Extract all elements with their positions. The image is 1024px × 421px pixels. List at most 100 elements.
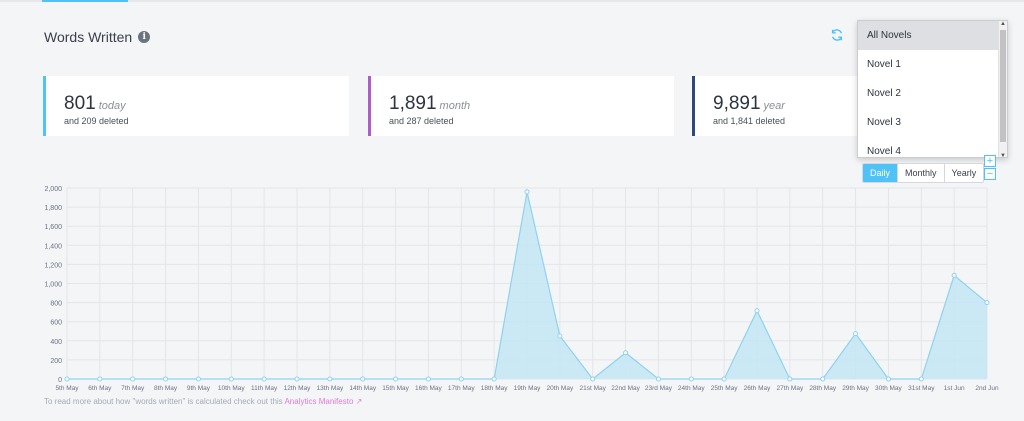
scroll-down-icon[interactable]: ▼ — [1000, 153, 1006, 158]
x-tick-label: 9th May — [187, 385, 211, 392]
dropdown-option-novel-2[interactable]: Novel 2 — [867, 88, 901, 99]
data-point — [721, 376, 727, 382]
range-toggle: Daily Monthly Yearly — [862, 163, 985, 183]
y-tick-label: 600 — [50, 320, 62, 327]
data-point — [688, 376, 694, 382]
stat-deleted: and 287 deleted — [389, 116, 454, 126]
data-point — [524, 189, 530, 195]
x-tick-label: 17th May — [448, 385, 475, 392]
range-monthly-button[interactable]: Monthly — [897, 164, 944, 182]
x-tick-label: 2nd Jun — [975, 385, 999, 392]
data-point — [820, 376, 826, 382]
data-point — [163, 376, 169, 382]
x-tick-label: 13th May — [316, 385, 343, 392]
x-tick-label: 5th May — [55, 385, 79, 392]
stat-deleted: and 209 deleted — [64, 116, 129, 126]
active-tab-indicator — [42, 0, 128, 2]
data-point — [228, 376, 234, 382]
scroll-up-icon[interactable]: ▲ — [1000, 21, 1006, 27]
words-written-chart: 0 200 400 600 800 1,000 1,200 1,400 1,600 1,800 2,… — [44, 186, 999, 392]
data-point — [853, 331, 859, 337]
data-point — [130, 376, 136, 382]
stat-unit: today — [98, 100, 126, 112]
x-tick-label: 26th May — [744, 385, 771, 392]
data-point — [195, 376, 201, 382]
data-point — [393, 376, 399, 382]
x-tick-label: 10th May — [218, 385, 245, 392]
y-tick-label: 2,000 — [44, 186, 62, 193]
x-tick-label: 22nd May — [611, 385, 640, 392]
stat-card-today: 801 today and 209 deleted — [43, 76, 349, 136]
x-tick-label: 30th May — [875, 385, 902, 392]
x-tick-label: 31st May — [908, 385, 935, 392]
zoom-in-button[interactable]: + — [984, 155, 996, 167]
x-tick-label: 18th May — [481, 385, 508, 392]
x-tick-label: 8th May — [154, 385, 178, 392]
data-point — [984, 300, 990, 306]
dropdown-option-novel-1[interactable]: Novel 1 — [867, 59, 901, 70]
dropdown-option-novel-4[interactable]: Novel 4 — [867, 146, 901, 157]
data-point — [261, 376, 267, 382]
footer-note: To read more about how "words written" i… — [44, 397, 362, 406]
x-tick-label: 11th May — [251, 385, 278, 392]
y-tick-label: 1,200 — [44, 262, 62, 269]
x-tick-label: 23rd May — [645, 385, 673, 392]
y-tick-label: 1,800 — [44, 205, 62, 212]
data-point — [655, 376, 661, 382]
stat-deleted: and 1,841 deleted — [713, 116, 786, 126]
footer-text: To read more about how "words written" i… — [44, 397, 285, 406]
data-point — [557, 333, 563, 339]
x-tick-label: 19th May — [514, 385, 541, 392]
x-tick-label: 14th May — [349, 385, 376, 392]
zoom-out-button[interactable]: − — [984, 168, 996, 180]
dropdown-scrollbar[interactable]: ▲ ▼ — [998, 21, 1007, 158]
data-point — [623, 350, 629, 356]
data-point — [951, 272, 957, 278]
x-tick-label: 15th May — [382, 385, 409, 392]
data-point — [885, 376, 891, 382]
data-point — [360, 376, 366, 382]
x-tick-label: 12th May — [284, 385, 311, 392]
data-point — [590, 376, 596, 382]
data-point — [787, 376, 793, 382]
range-yearly-button[interactable]: Yearly — [943, 164, 984, 182]
scroll-thumb[interactable] — [1000, 30, 1006, 142]
x-tick-label: 24th May — [678, 385, 705, 392]
tab-bar-divider — [0, 0, 1024, 2]
x-tick-label: 21st May — [580, 385, 607, 392]
stat-value: 9,891 — [713, 93, 761, 114]
section-title: Words Written i — [44, 29, 151, 45]
x-tick-label: 29th May — [842, 385, 869, 392]
stat-card-month: 1,891 month and 287 deleted — [368, 76, 674, 136]
y-tick-label: 1,400 — [44, 243, 62, 250]
novel-select-dropdown[interactable]: All Novels Novel 1 Novel 2 Novel 3 Novel… — [857, 20, 1008, 158]
x-tick-label: 16th May — [415, 385, 442, 392]
y-tick-label: 800 — [50, 301, 62, 308]
data-point — [294, 376, 300, 382]
x-tick-label: 27th May — [776, 385, 803, 392]
x-tick-label: 20th May — [546, 385, 573, 392]
data-point — [918, 376, 924, 382]
y-tick-label: 200 — [50, 358, 62, 365]
series-area — [67, 191, 987, 379]
x-tick-label: 7th May — [121, 385, 145, 392]
analytics-manifesto-link[interactable]: Analytics Manifesto ↗ — [284, 397, 363, 406]
x-tick-label: 25th May — [711, 385, 738, 392]
info-icon[interactable]: i — [138, 31, 151, 43]
data-point — [491, 376, 497, 382]
refresh-icon[interactable] — [830, 28, 844, 42]
y-tick-label: 1,000 — [44, 282, 62, 289]
data-point — [97, 376, 103, 382]
stat-unit: year — [763, 100, 785, 112]
x-tick-label: 28th May — [809, 385, 836, 392]
dropdown-option-novel-3[interactable]: Novel 3 — [867, 117, 901, 128]
x-tick-label: 1st Jun — [944, 385, 965, 392]
dropdown-option-all-novels[interactable]: All Novels — [858, 21, 1007, 50]
stat-value: 801 — [64, 93, 96, 114]
data-point — [64, 376, 70, 382]
range-daily-button[interactable]: Daily — [863, 164, 898, 182]
stat-value: 1,891 — [389, 93, 437, 114]
data-point — [425, 376, 431, 382]
data-point — [327, 376, 333, 382]
stat-unit: month — [439, 100, 471, 112]
